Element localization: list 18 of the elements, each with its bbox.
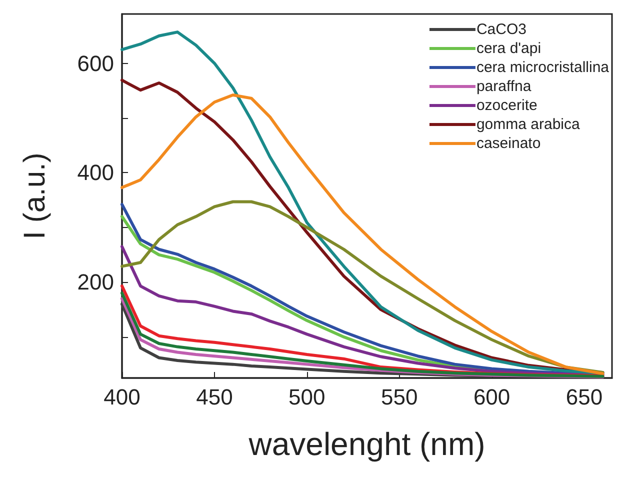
x-tick-label: 400 [104, 384, 140, 410]
x-tick-label: 500 [288, 384, 326, 410]
legend-label: cera d'api [476, 40, 542, 57]
legend-label: caseinato [476, 135, 541, 152]
legend-label: cera microcristallina [476, 59, 610, 76]
x-tick-label: 650 [566, 384, 603, 410]
y-axis-title: I (a.u.) [18, 152, 52, 240]
y-tick-label: 600 [77, 50, 114, 76]
legend-label: ozocerite [476, 97, 538, 114]
legend-label: gomma arabica [476, 116, 581, 133]
y-tick-label: 400 [77, 160, 114, 186]
legend-label: CaCO3 [476, 21, 526, 38]
x-axis-title: wavelenght (nm) [248, 426, 486, 462]
y-tick-label: 200 [77, 270, 114, 295]
legend-label: paraffna [476, 78, 532, 95]
x-tick-label: 450 [196, 384, 233, 410]
x-tick-label: 550 [381, 384, 418, 410]
x-tick-label: 600 [473, 384, 510, 410]
